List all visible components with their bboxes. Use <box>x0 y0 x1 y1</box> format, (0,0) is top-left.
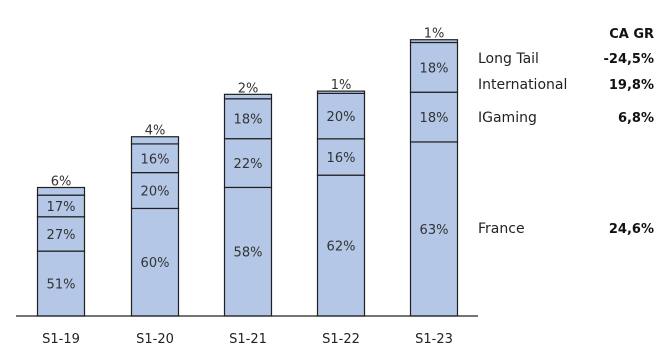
category-labels-group: S1-19 S1-20 S1-21 S1-22 S1-23 <box>42 332 453 347</box>
segment-label-international-s1-21: 18% <box>234 113 263 128</box>
bar-segment-long-tail-s1-23 <box>409 39 459 44</box>
segment-label-long-tail-s1-20: 4% <box>145 124 166 139</box>
segment-label-france-s1-20: 60% <box>141 256 170 271</box>
bar-segment-igaming-s1-23 <box>409 91 459 143</box>
segment-label-france-s1-19: 51% <box>47 278 76 293</box>
legend-name-long-tail: Long Tail <box>478 51 539 67</box>
bar-segment-igaming-s1-21 <box>223 138 273 189</box>
category-label-s1-20: S1-20 <box>136 332 174 347</box>
category-label-s1-19: S1-19 <box>42 332 80 347</box>
category-label-s1-22: S1-22 <box>322 332 360 347</box>
segment-label-france-s1-22: 62% <box>327 240 356 255</box>
bars-group <box>36 39 459 317</box>
segment-label-long-tail-s1-19: 6% <box>51 175 72 190</box>
bar-segment-long-tail-s1-20 <box>130 136 180 145</box>
segment-label-igaming-s1-19: 27% <box>47 228 76 243</box>
segment-label-long-tail-s1-21: 2% <box>238 81 259 96</box>
bar-segment-long-tail-s1-21 <box>223 93 273 100</box>
segment-label-france-s1-21: 58% <box>234 246 263 261</box>
category-label-s1-23: S1-23 <box>415 332 453 347</box>
legend-name-igaming: IGaming <box>478 110 537 126</box>
bar-segment-igaming-s1-22 <box>316 138 366 176</box>
legend-cagr-france: 24,6% <box>609 222 654 237</box>
bar-segment-france-s1-21 <box>223 186 273 317</box>
segment-label-international-s1-20: 16% <box>141 152 170 167</box>
segment-label-igaming-s1-20: 20% <box>141 185 170 200</box>
bar-segment-france-s1-19 <box>36 250 86 317</box>
segment-label-long-tail-s1-23: 1% <box>424 27 445 42</box>
bar-segment-igaming-s1-19 <box>36 216 86 252</box>
segment-label-international-s1-19: 17% <box>47 200 76 215</box>
legend: CA GR Long Tail -24,5% International 19,8% I… <box>478 27 654 237</box>
segment-label-international-s1-22: 20% <box>327 110 356 125</box>
segment-label-france-s1-23: 63% <box>420 223 449 238</box>
legend-cagr-international: 19,8% <box>609 78 654 93</box>
bar-segment-long-tail-s1-22 <box>316 90 366 94</box>
segment-label-igaming-s1-23: 18% <box>420 111 449 126</box>
legend-name-international: International <box>478 77 567 93</box>
bar-segment-long-tail-s1-19 <box>36 186 86 196</box>
segment-label-long-tail-s1-22: 1% <box>331 78 352 93</box>
bar-segment-international-s1-22 <box>316 92 366 140</box>
bar-segment-international-s1-23 <box>409 41 459 93</box>
legend-name-france: France <box>478 221 525 237</box>
segment-label-igaming-s1-22: 16% <box>327 151 356 166</box>
category-label-s1-21: S1-21 <box>229 332 267 347</box>
legend-cagr-igaming: 6,8% <box>618 111 654 126</box>
bar-segment-france-s1-23 <box>409 141 459 317</box>
segment-labels-group: 51% 27% 17% 6% 60% 20% 16% 4% 58% 22% 18% 2% 62% 16% 2… <box>47 27 449 293</box>
segment-label-international-s1-23: 18% <box>420 61 449 76</box>
bar-segment-international-s1-21 <box>223 98 273 140</box>
legend-title: CA GR <box>609 27 654 42</box>
legend-cagr-long-tail: -24,5% <box>604 52 655 67</box>
bar-segment-international-s1-20 <box>130 143 180 174</box>
segment-label-igaming-s1-21: 22% <box>234 157 263 172</box>
